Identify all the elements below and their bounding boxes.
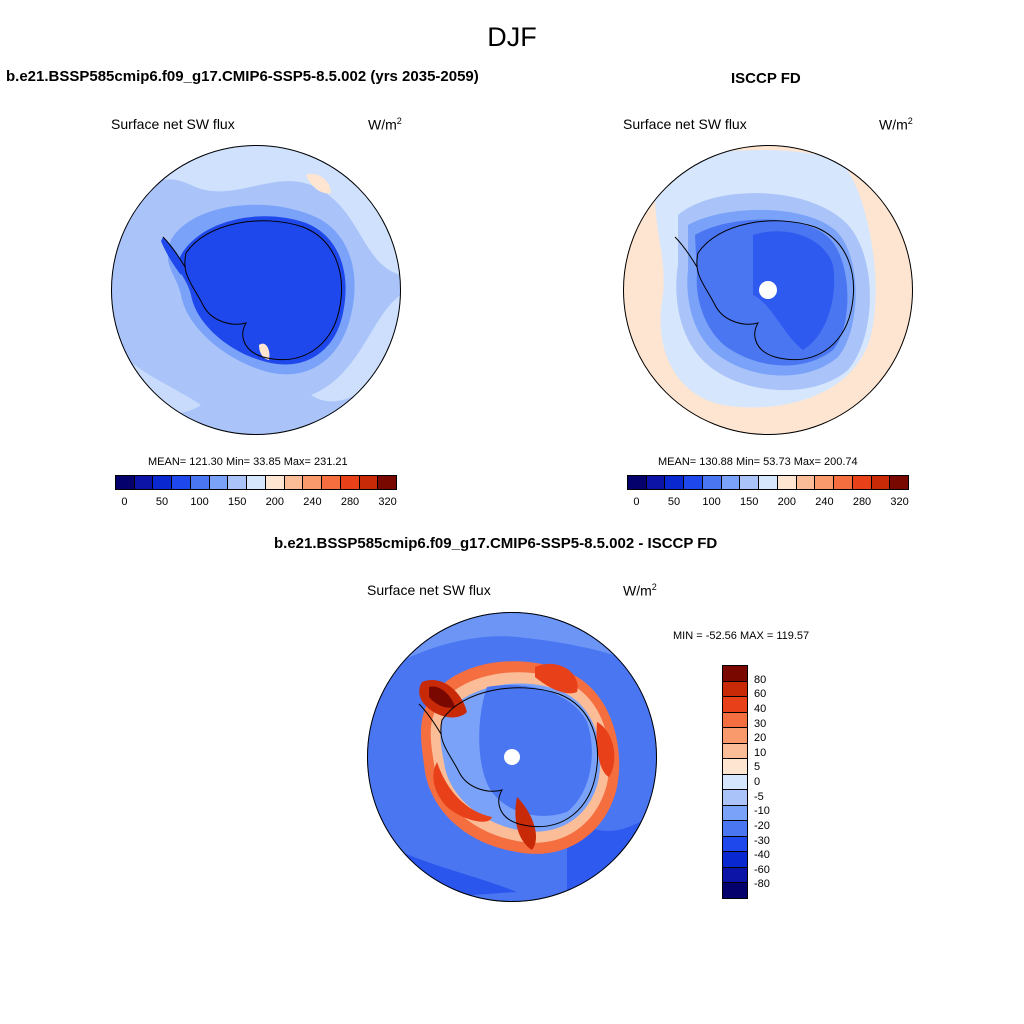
obs-polar-map <box>623 145 913 435</box>
colorbar-tick-label: -60 <box>754 863 770 876</box>
model-panel-title: b.e21.BSSP585cmip6.f09_g17.CMIP6-SSP5-8.… <box>6 68 479 85</box>
colorbar-swatch <box>228 476 248 489</box>
colorbar-swatch <box>723 666 747 682</box>
colorbar-tick-label: 60 <box>754 688 767 701</box>
diff-colorbar <box>722 665 748 899</box>
colorbar-tick-label: 240 <box>815 496 834 508</box>
colorbar-swatch <box>265 476 285 489</box>
colorbar-swatch <box>723 712 747 729</box>
colorbar-swatch <box>740 476 760 489</box>
colorbar-swatch <box>721 476 741 489</box>
colorbar-tick-label: 40 <box>754 702 767 715</box>
colorbar-swatch <box>834 476 853 489</box>
colorbar-tick-label: 80 <box>754 673 767 686</box>
model-polar-map <box>111 145 401 435</box>
colorbar-swatch <box>723 821 747 837</box>
colorbar-tick-label: 100 <box>702 496 721 508</box>
model-variable-label: Surface net SW flux <box>111 116 235 132</box>
colorbar-tick-label: -30 <box>754 834 770 847</box>
colorbar-swatch <box>628 476 647 489</box>
colorbar-swatch <box>303 476 323 489</box>
colorbar-tick-label: -20 <box>754 819 770 832</box>
colorbar-tick-label: -5 <box>754 790 764 803</box>
colorbar-tick-label: 50 <box>155 496 169 508</box>
colorbar-swatch <box>723 852 747 868</box>
colorbar-swatch <box>116 476 135 489</box>
colorbar-swatch <box>723 759 747 775</box>
diff-colorbar-ticks: 80 60 40 30 20 10 5 0 -5 -10 -20 -30 -40 -60 -80 <box>754 665 794 899</box>
colorbar-tick-label: 0 <box>633 496 640 508</box>
diff-polar-map <box>367 612 657 902</box>
colorbar-swatch <box>723 805 747 822</box>
colorbar-tick-label: 280 <box>340 496 360 508</box>
colorbar-tick-label: 20 <box>754 732 767 745</box>
model-colorbar-ticks: 0 50 100 150 200 240 280 320 <box>115 496 397 510</box>
colorbar-tick-label: 240 <box>303 496 322 508</box>
colorbar-swatch <box>190 476 210 489</box>
obs-colorbar-ticks: 0 50 100 150 200 240 280 320 <box>627 496 909 510</box>
colorbar-swatch <box>723 867 747 884</box>
colorbar-swatch <box>153 476 173 489</box>
colorbar-swatch <box>723 743 747 760</box>
colorbar-tick-label: 100 <box>190 496 209 508</box>
colorbar-swatch <box>723 774 747 791</box>
diff-minmax-text: MIN = -52.56 MAX = 119.57 <box>673 630 810 642</box>
diff-units-label: W/m2 <box>623 582 657 599</box>
colorbar-tick-label: 10 <box>754 746 767 759</box>
colorbar-swatch <box>172 476 191 489</box>
colorbar-swatch <box>378 476 397 489</box>
diff-panel-title: b.e21.BSSP585cmip6.f09_g17.CMIP6-SSP5-8.… <box>274 535 718 552</box>
colorbar-swatch <box>209 476 229 489</box>
obs-variable-label: Surface net SW flux <box>623 116 747 132</box>
colorbar-swatch <box>723 728 747 744</box>
obs-stats-text: MEAN= 130.88 Min= 53.73 Max= 200.74 <box>658 456 858 468</box>
colorbar-swatch <box>247 476 266 489</box>
colorbar-tick-label: -10 <box>754 805 770 818</box>
colorbar-swatch <box>852 476 872 489</box>
colorbar-tick-label: 150 <box>228 496 247 508</box>
colorbar-swatch <box>759 476 778 489</box>
colorbar-tick-label: 0 <box>121 496 128 508</box>
colorbar-tick-label: 30 <box>754 717 767 730</box>
model-stats-text: MEAN= 121.30 Min= 33.85 Max= 231.21 <box>148 456 348 468</box>
model-units-label: W/m2 <box>368 116 402 133</box>
colorbar-swatch <box>723 883 747 898</box>
colorbar-tick-label: 200 <box>265 496 284 508</box>
colorbar-tick-label: 5 <box>754 761 761 774</box>
colorbar-swatch <box>723 790 747 806</box>
model-colorbar <box>115 475 397 490</box>
colorbar-swatch <box>665 476 685 489</box>
diff-variable-label: Surface net SW flux <box>367 582 491 598</box>
colorbar-tick-label: 280 <box>852 496 872 508</box>
colorbar-swatch <box>359 476 379 489</box>
colorbar-swatch <box>134 476 154 489</box>
colorbar-swatch <box>723 681 747 698</box>
colorbar-swatch <box>284 476 304 489</box>
obs-colorbar <box>627 475 909 490</box>
colorbar-swatch <box>340 476 360 489</box>
colorbar-swatch <box>646 476 666 489</box>
colorbar-tick-label: -80 <box>754 878 770 891</box>
colorbar-tick-label: 0 <box>754 776 761 788</box>
colorbar-swatch <box>723 836 747 853</box>
colorbar-swatch <box>322 476 341 489</box>
colorbar-swatch <box>890 476 909 489</box>
colorbar-swatch <box>723 697 747 713</box>
colorbar-tick-label: 320 <box>890 496 909 508</box>
obs-units-label: W/m2 <box>879 116 913 133</box>
colorbar-tick-label: 200 <box>777 496 796 508</box>
colorbar-swatch <box>871 476 891 489</box>
colorbar-tick-label: 150 <box>740 496 759 508</box>
figure-title: DJF <box>487 22 537 52</box>
obs-panel-title: ISCCP FD <box>731 70 801 87</box>
colorbar-swatch <box>815 476 835 489</box>
colorbar-tick-label: 50 <box>667 496 681 508</box>
colorbar-tick-label: -40 <box>754 849 770 862</box>
colorbar-swatch <box>777 476 797 489</box>
colorbar-swatch <box>702 476 722 489</box>
colorbar-tick-label: 320 <box>378 496 397 508</box>
colorbar-swatch <box>684 476 703 489</box>
colorbar-swatch <box>796 476 816 489</box>
